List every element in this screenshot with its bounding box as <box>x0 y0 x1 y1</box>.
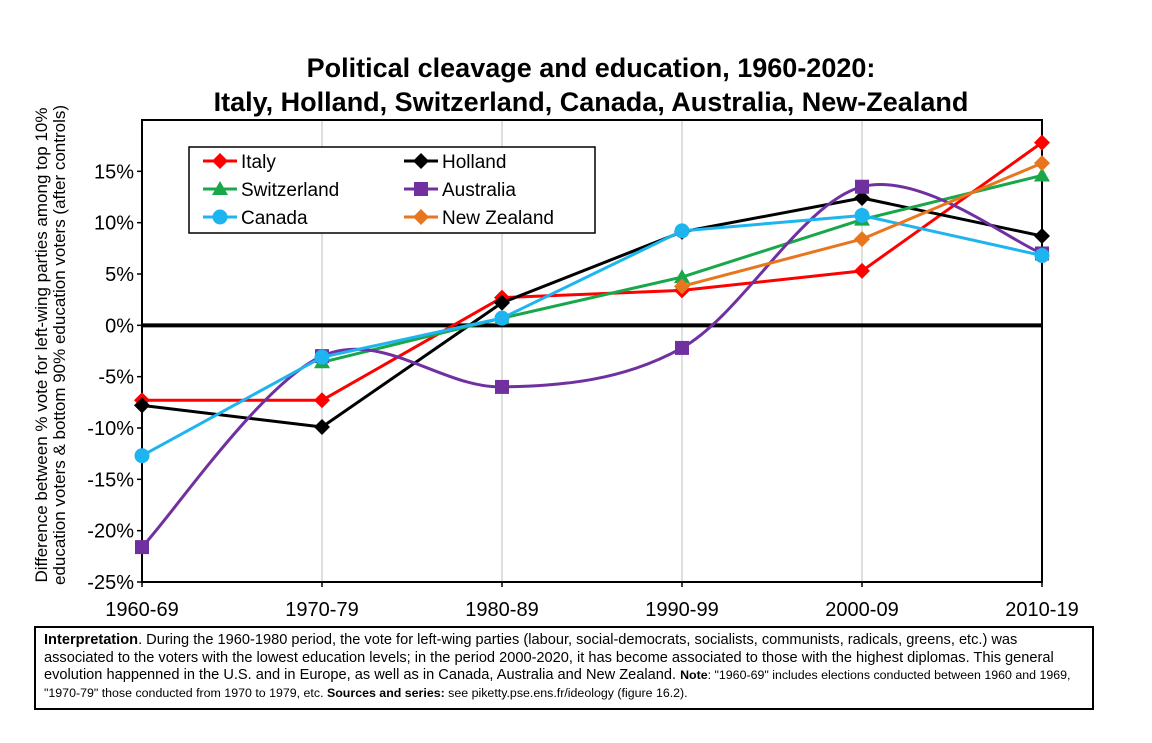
chart-title-line-2: Italy, Holland, Switzerland, Canada, Aus… <box>214 87 969 117</box>
legend-label: Italy <box>241 152 276 173</box>
y-axis-label-line-2: education voters & bottom 90% education … <box>50 105 69 585</box>
y-tick-label: -15% <box>87 469 134 491</box>
y-tick-label: 15% <box>94 161 134 183</box>
x-tick-label: 1980-89 <box>465 599 538 620</box>
sources-text: see piketty.pse.ens.fr/ideology (figure … <box>444 685 688 700</box>
legend-label: Australia <box>442 180 516 201</box>
legend-label: Canada <box>241 208 308 229</box>
y-tick-label: -20% <box>87 521 134 543</box>
x-tick-label: 1960-69 <box>105 599 178 620</box>
legend-item-italy: Italy <box>203 152 276 173</box>
data-point-italy <box>854 262 870 279</box>
series-line-holland <box>141 196 1043 429</box>
x-tick-label: 1970-79 <box>285 599 358 620</box>
data-point-holland <box>494 294 510 311</box>
x-tick-label: 2000-09 <box>825 599 898 620</box>
legend: Italy Holland Switzerland Australia Canada Ne… <box>188 146 596 234</box>
data-point-canada <box>1034 248 1050 264</box>
y-axis-ticks: 15% 10% 5% 0% -5% -10% -15% -20% -25% <box>87 161 142 594</box>
data-point-switzerland <box>674 269 690 284</box>
interpretation-label: Interpretation <box>44 632 139 648</box>
legend-item-holland: Holland <box>404 152 506 173</box>
data-point-australia <box>855 179 869 194</box>
data-point-australia <box>675 340 689 355</box>
data-point-holland <box>314 418 330 435</box>
chart-title-line-1: Political cleavage and education, 1960-2… <box>307 53 876 83</box>
y-axis-label: Difference between % vote for left-wing … <box>32 105 69 585</box>
series-line-australia <box>140 183 1043 549</box>
note-text: : "1960-69" includes elections conducted… <box>44 668 1071 700</box>
legend-marker <box>414 182 428 196</box>
legend-box <box>188 146 596 234</box>
legend-label: Holland <box>442 152 506 173</box>
data-point-switzerland <box>1034 167 1050 182</box>
series-italy <box>134 134 1050 409</box>
series-new-zealand <box>674 155 1050 295</box>
data-point-holland <box>854 190 870 207</box>
chart: Political cleavage and education, 1960-2… <box>32 53 1079 620</box>
legend-marker <box>413 153 429 169</box>
legend-label: New Zealand <box>442 208 554 229</box>
data-point-australia <box>135 540 149 555</box>
data-point-canada <box>854 207 870 223</box>
interpretation-note: Interpretation. During the 1960-1980 per… <box>34 626 1094 710</box>
legend-item-canada: Canada <box>203 208 308 229</box>
legend-item-australia: Australia <box>404 180 516 201</box>
data-point-holland <box>134 397 150 414</box>
data-point-canada <box>494 310 510 326</box>
y-tick-label: 0% <box>105 315 134 337</box>
interpretation-text: . During the 1960-1980 period, the vote … <box>44 632 1054 683</box>
chart-title: Political cleavage and education, 1960-2… <box>214 53 969 117</box>
note-label: Note <box>680 668 708 682</box>
data-point-australia <box>495 379 509 394</box>
legend-marker <box>212 153 228 169</box>
legend-label: Switzerland <box>241 180 339 201</box>
data-point-canada <box>674 223 690 239</box>
legend-marker <box>212 209 228 225</box>
y-tick-label: -10% <box>87 418 134 440</box>
data-point-new-zealand <box>854 231 870 248</box>
data-point-canada <box>314 349 330 365</box>
data-point-new-zealand <box>1034 155 1050 172</box>
data-point-italy <box>1034 134 1050 151</box>
legend-marker <box>212 181 228 195</box>
legend-item-new-zealand: New Zealand <box>404 208 554 229</box>
data-point-holland <box>1034 228 1050 245</box>
series-line-italy <box>142 141 1043 402</box>
y-tick-label: 10% <box>94 213 134 235</box>
sources-label: Sources and series: <box>326 685 445 700</box>
legend-item-switzerland: Switzerland <box>203 180 339 201</box>
data-point-italy <box>314 392 330 409</box>
data-point-canada <box>134 448 150 464</box>
x-tick-label: 2010-19 <box>1005 599 1078 620</box>
series-line-canada <box>141 213 1043 458</box>
plot-area-frame <box>141 119 1043 583</box>
data-point-new-zealand <box>674 278 690 295</box>
legend-marker <box>413 209 429 225</box>
y-axis-label-line-1: Difference between % vote for left-wing … <box>32 107 51 582</box>
series-canada <box>134 207 1050 464</box>
x-tick-label: 1990-99 <box>645 599 718 620</box>
y-tick-label: -5% <box>98 367 134 389</box>
y-tick-label: -25% <box>87 572 134 594</box>
x-axis-ticks: 1960-69 1970-79 1980-89 1990-99 2000-09 2010-… <box>105 582 1079 620</box>
series-lines <box>134 134 1050 555</box>
y-tick-label: 5% <box>105 264 134 286</box>
